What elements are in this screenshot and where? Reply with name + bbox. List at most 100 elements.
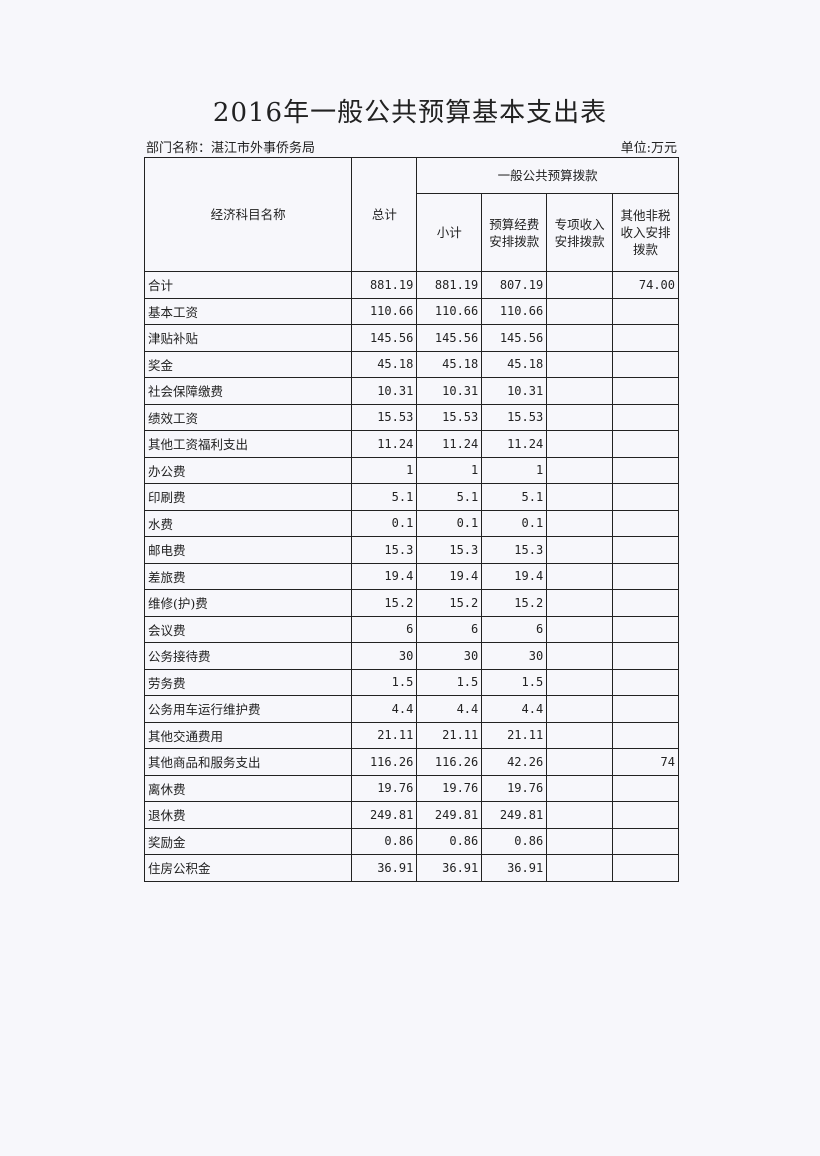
- cell-special: [546, 615, 614, 643]
- cell-name: 维修(护)费: [143, 589, 353, 617]
- cell-budget: 1: [481, 456, 548, 484]
- cell-total: 11.24: [351, 430, 418, 458]
- cell-budget: 19.4: [481, 562, 548, 590]
- cell-other: 74.00: [612, 271, 679, 299]
- cell-total: 15.2: [351, 589, 418, 617]
- cell-special: [546, 562, 614, 590]
- header-subtotal: 小计: [416, 193, 483, 272]
- cell-budget: 0.1: [481, 509, 548, 537]
- cell-name: 邮电费: [143, 536, 353, 564]
- table-row: 住房公积金 36.91 36.91 36.91: [143, 854, 679, 882]
- cell-total: 19.76: [351, 774, 418, 802]
- cell-subtotal: 881.19: [416, 271, 483, 299]
- cell-budget: 21.11: [481, 721, 548, 749]
- cell-special: [546, 589, 614, 617]
- table-row: 公务接待费 30 30 30: [143, 642, 679, 670]
- unit-label: 单位:万元: [620, 141, 677, 156]
- cell-other: [612, 668, 679, 696]
- cell-budget: 10.31: [481, 377, 548, 405]
- cell-budget: 15.2: [481, 589, 548, 617]
- page-title: 2016年一般公共预算基本支出表: [212, 98, 608, 128]
- cell-budget: 45.18: [481, 350, 548, 378]
- cell-budget: 4.4: [481, 695, 548, 723]
- header-name: 经济科目名称: [143, 157, 353, 272]
- cell-subtotal: 15.3: [416, 536, 483, 564]
- cell-subtotal: 116.26: [416, 748, 483, 776]
- cell-special: [546, 324, 614, 352]
- header-total: 总计: [351, 157, 418, 272]
- cell-subtotal: 0.86: [416, 827, 483, 855]
- cell-subtotal: 45.18: [416, 350, 483, 378]
- cell-total: 36.91: [351, 854, 418, 882]
- cell-other: [612, 483, 679, 511]
- cell-name: 津贴补贴: [143, 324, 353, 352]
- cell-name: 差旅费: [143, 562, 353, 590]
- cell-total: 116.26: [351, 748, 418, 776]
- header-budget: 预算经费安排拨款: [481, 193, 548, 272]
- cell-name: 奖励金: [143, 827, 353, 855]
- table-row: 合计 881.19 881.19 807.19 74.00: [143, 271, 679, 299]
- budget-table: 经济科目名称 总计 一般公共预算拨款 小计 预算经费安排拨款 专项收入安排拨款 …: [143, 157, 679, 882]
- cell-budget: 15.3: [481, 536, 548, 564]
- cell-subtotal: 1.5: [416, 668, 483, 696]
- cell-special: [546, 377, 614, 405]
- cell-total: 249.81: [351, 801, 418, 829]
- cell-special: [546, 748, 614, 776]
- cell-subtotal: 11.24: [416, 430, 483, 458]
- department-name: 部门名称：湛江市外事侨务局: [146, 141, 316, 156]
- cell-subtotal: 15.53: [416, 403, 483, 431]
- cell-name: 住房公积金: [143, 854, 353, 882]
- table-row: 印刷费 5.1 5.1 5.1: [143, 483, 679, 511]
- cell-special: [546, 801, 614, 829]
- cell-name: 印刷费: [143, 483, 353, 511]
- table-row: 差旅费 19.4 19.4 19.4: [143, 562, 679, 590]
- cell-total: 30: [351, 642, 418, 670]
- header-other: 其他非税收入安排拨款: [612, 193, 679, 272]
- cell-total: 6: [351, 615, 418, 643]
- cell-subtotal: 21.11: [416, 721, 483, 749]
- cell-other: [612, 509, 679, 537]
- cell-budget: 6: [481, 615, 548, 643]
- cell-special: [546, 483, 614, 511]
- cell-name: 水费: [143, 509, 353, 537]
- cell-total: 15.3: [351, 536, 418, 564]
- cell-other: [612, 854, 679, 882]
- table-row: 其他交通费用 21.11 21.11 21.11: [143, 721, 679, 749]
- cell-special: [546, 403, 614, 431]
- cell-name: 劳务费: [143, 668, 353, 696]
- table-row: 绩效工资 15.53 15.53 15.53: [143, 403, 679, 431]
- cell-total: 1.5: [351, 668, 418, 696]
- cell-subtotal: 19.76: [416, 774, 483, 802]
- cell-special: [546, 642, 614, 670]
- cell-budget: 36.91: [481, 854, 548, 882]
- cell-total: 0.86: [351, 827, 418, 855]
- cell-name: 离休费: [143, 774, 353, 802]
- table-row: 其他商品和服务支出 116.26 116.26 42.26 74: [143, 748, 679, 776]
- cell-total: 0.1: [351, 509, 418, 537]
- cell-total: 10.31: [351, 377, 418, 405]
- cell-name: 公务接待费: [143, 642, 353, 670]
- cell-special: [546, 430, 614, 458]
- cell-special: [546, 668, 614, 696]
- cell-total: 1: [351, 456, 418, 484]
- cell-other: [612, 536, 679, 564]
- cell-name: 其他商品和服务支出: [143, 748, 353, 776]
- cell-total: 15.53: [351, 403, 418, 431]
- cell-name: 办公费: [143, 456, 353, 484]
- cell-special: [546, 721, 614, 749]
- table-row: 办公费 1 1 1: [143, 456, 679, 484]
- cell-other: [612, 456, 679, 484]
- cell-other: [612, 774, 679, 802]
- table-row: 其他工资福利支出 11.24 11.24 11.24: [143, 430, 679, 458]
- cell-name: 退休费: [143, 801, 353, 829]
- table-row: 离休费 19.76 19.76 19.76: [143, 774, 679, 802]
- cell-name: 其他工资福利支出: [143, 430, 353, 458]
- cell-special: [546, 827, 614, 855]
- table-row: 基本工资 110.66 110.66 110.66: [143, 297, 679, 325]
- cell-subtotal: 249.81: [416, 801, 483, 829]
- header-special: 专项收入安排拨款: [546, 193, 614, 272]
- cell-total: 145.56: [351, 324, 418, 352]
- cell-total: 4.4: [351, 695, 418, 723]
- cell-other: [612, 350, 679, 378]
- table-row: 奖励金 0.86 0.86 0.86: [143, 827, 679, 855]
